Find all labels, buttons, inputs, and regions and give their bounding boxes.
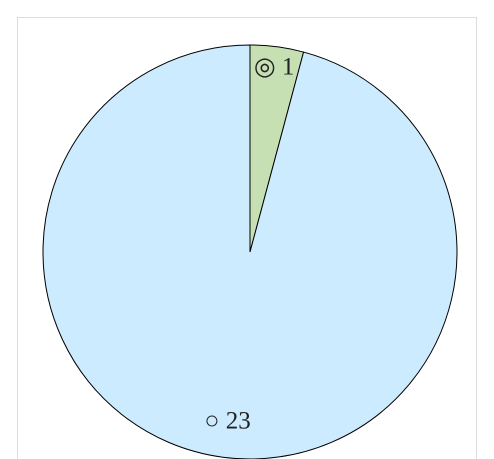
value-label: 23 bbox=[226, 407, 251, 434]
pie-slice bbox=[42, 44, 458, 459]
slice-label: ○ 23 bbox=[204, 407, 250, 434]
category-label: ○ bbox=[204, 407, 219, 434]
value-label: 1 bbox=[282, 53, 295, 80]
slice-label: ◎ 1 bbox=[254, 53, 295, 80]
category-label: ◎ bbox=[254, 53, 276, 80]
